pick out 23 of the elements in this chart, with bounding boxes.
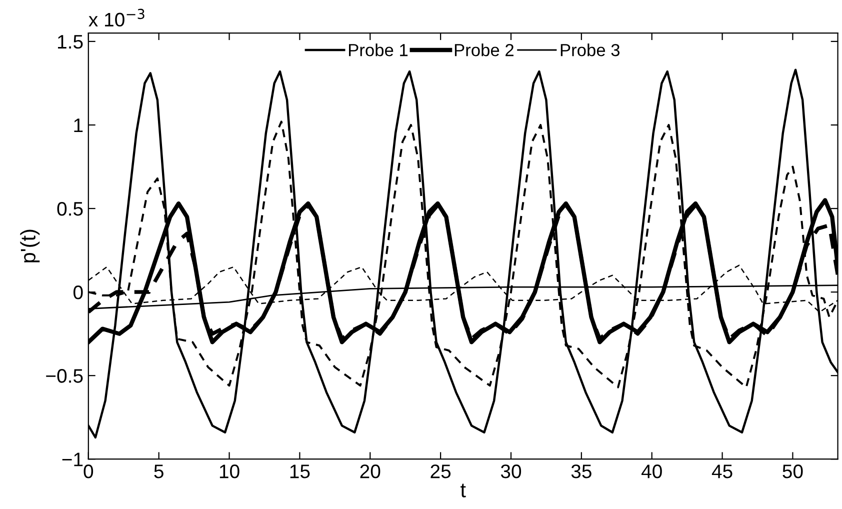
legend-label: Probe 3 <box>560 44 620 56</box>
x-tick-label: 0 <box>84 464 94 478</box>
x-tick-label: 5 <box>154 464 164 478</box>
x-tick-label: 45 <box>712 464 732 478</box>
x-tick-label: 20 <box>360 464 380 478</box>
legend-label: Probe 2 <box>454 44 514 56</box>
x-tick-label: 15 <box>290 464 310 478</box>
x-tick-label: 25 <box>430 464 451 478</box>
y-tick-label: 1.5 <box>58 35 83 49</box>
y-axis-title: p'(t) <box>20 230 40 262</box>
x-tick-label: 40 <box>641 464 662 478</box>
y-tick-label: 1 <box>74 118 83 132</box>
text: x 10$^{−3}$ <box>88 8 144 27</box>
x-tick-label: 50 <box>782 464 803 478</box>
x-tick-label: 35 <box>571 464 592 478</box>
x-tick-label: 10 <box>220 464 240 478</box>
x-tick-label: 30 <box>500 464 522 478</box>
y-tick-label: 0 <box>73 286 83 300</box>
legend-label: Probe 1 <box>349 44 408 56</box>
y-tick-label: −0.5 <box>46 369 83 383</box>
x-axis-title: t <box>460 484 466 498</box>
y-tick-label: 0.5 <box>57 202 83 216</box>
y-tick-label: −1 <box>62 452 83 466</box>
